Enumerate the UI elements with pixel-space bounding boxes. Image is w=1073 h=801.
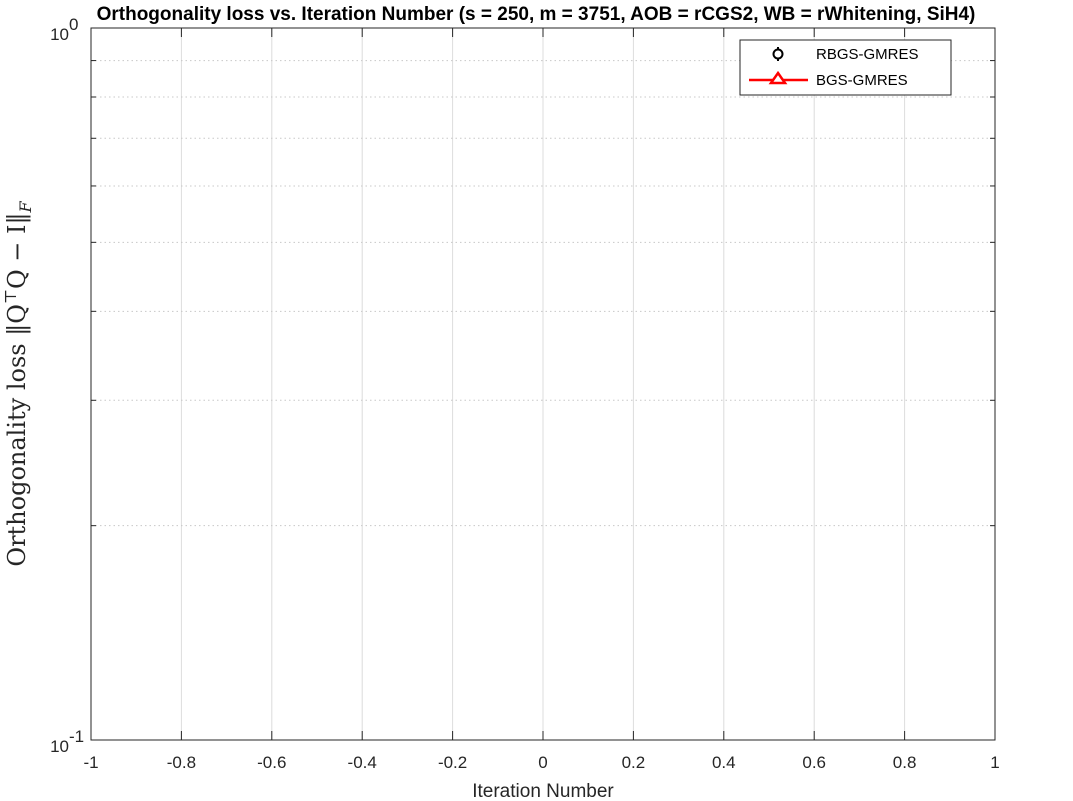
y-tick-label-base: 10 <box>50 737 69 756</box>
legend-marker-triangle <box>768 70 788 85</box>
x-tick-labels: -1 -0.8 -0.6 -0.4 -0.2 0 0.2 0.4 0.6 0.8 1 <box>83 753 999 772</box>
x-tick-label: -0.6 <box>257 753 286 772</box>
y-axis-label-sup: ⊤ <box>1 289 20 304</box>
y-axis-label-main: Orthogonality loss ‖Q <box>3 304 32 567</box>
legend-box <box>739 39 952 96</box>
x-tick-label: 0.2 <box>622 753 646 772</box>
x-tick-label: -0.8 <box>167 753 196 772</box>
legend: RBGS-GMRES BGS-GMRES <box>739 39 952 96</box>
x-tick-label: 0.4 <box>712 753 736 772</box>
x-tick-label: -0.4 <box>348 753 377 772</box>
x-tick-label: 1 <box>990 753 999 772</box>
y-tick-label-exponent: -1 <box>69 727 84 746</box>
x-tick-label: -1 <box>83 753 98 772</box>
y-tick-label-exponent: 0 <box>69 15 78 34</box>
x-tick-label: -0.2 <box>438 753 467 772</box>
legend-label-bgs-gmres: BGS-GMRES <box>816 72 908 89</box>
y-tick-label: 10 <box>50 25 69 44</box>
legend-entry-bgs-gmres: BGS-GMRES <box>749 70 908 89</box>
chart-title: Orthogonality loss vs. Iteration Number … <box>97 4 976 25</box>
legend-label-rbgs-gmres: RBGS-GMRES <box>816 46 919 63</box>
y-axis-label-sub: F <box>16 201 35 214</box>
x-tick-label: 0.8 <box>893 753 917 772</box>
y-axis-label-mid: Q − I‖ <box>3 213 32 290</box>
y-tick-label-base: 10 <box>50 25 69 44</box>
y-axis-label: Orthogonality loss ‖Q⊤Q − I‖F <box>1 201 35 567</box>
legend-marker-circle <box>772 48 784 60</box>
y-tick-label: 10 <box>50 737 69 756</box>
x-axis-label: Iteration Number <box>472 781 614 801</box>
axis-ticks <box>90 27 996 741</box>
x-tick-label: 0.6 <box>802 753 826 772</box>
x-tick-label: 0 <box>538 753 547 772</box>
legend-entry-rbgs-gmres: RBGS-GMRES <box>772 46 919 63</box>
